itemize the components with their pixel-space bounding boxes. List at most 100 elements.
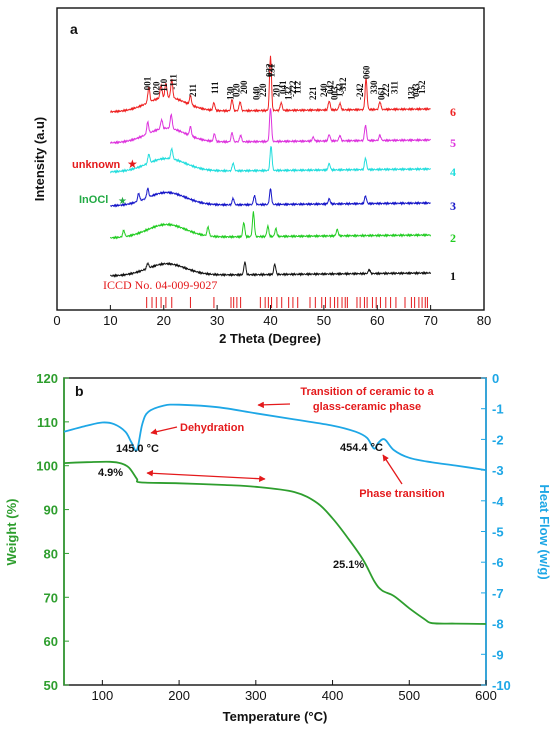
temperature-tick-label: 400 [322,688,344,703]
heatflow-tick-label: -6 [492,555,504,570]
phase-transition-label: Phase transition [359,488,445,500]
xrd-curves [109,55,432,278]
weight-axis-title: Weight (%) [4,499,19,566]
hkl-label: 133 [406,86,416,100]
xrd-x-tick-label: 40 [263,313,277,328]
heatflow-curve [63,403,487,471]
xrd-curve-number: 1 [450,269,456,283]
hkl-label: 060 [362,65,372,79]
hkl-label: 201 [271,83,281,97]
hkl-label: 152 [417,80,427,94]
hkl-label: 061 [377,86,387,100]
heatflow-tick-label: -2 [492,432,504,447]
xrd-x-tick-label: 60 [370,313,384,328]
loss-4-9-label: 4.9% [98,467,123,479]
hkl-label: 330 [369,80,379,94]
heatflow-axis-title: Heat Flow (w/g) [537,484,550,579]
hkl-label: 131 [267,63,277,77]
hkl-label: 112 [293,80,303,94]
unknown-star-icon: ★ [127,157,138,171]
xrd-curve-number: 5 [450,136,456,150]
hkl-label: 130 [226,86,236,100]
transition-note-line1: Transition of ceramic to a [300,386,434,398]
heatflow-tick-label: -8 [492,617,504,632]
xrd-y-axis-title: Intensity (a.u) [32,117,47,202]
panel-a-label: a [70,21,78,37]
heatflow-tick-label: -9 [492,647,504,662]
xrd-curve-2 [109,211,432,240]
hkl-label: -242 [355,83,365,100]
weight-tick-label: 50 [44,678,58,693]
tga-annotations: Transition of ceramic to a glass-ceramic… [98,386,445,571]
xrd-curve-number: 2 [450,231,456,245]
reference-card-label: ICCD No. 04-009-9027 [103,278,217,292]
xrd-curve-6 [109,55,431,114]
xrd-x-tick-label: 30 [210,313,224,328]
hkl-label: 022 [264,63,274,77]
xrd-curve-number: 4 [450,165,456,179]
hkl-label: 200 [239,80,249,94]
heatflow-tick-label: 0 [492,371,499,386]
heatflow-tick-label: -7 [492,586,504,601]
unknown-annotation: unknown ★ [72,157,138,171]
hkl-label: 132 [334,83,344,97]
weight-tick-label: 60 [44,634,58,649]
inocl-star-icon: ★ [118,196,127,207]
weight-tick-label: 110 [37,415,58,430]
weight-curve [63,460,487,625]
weight-tick-label: 80 [44,546,58,561]
xrd-x-tick-label: 80 [477,313,491,328]
hkl-label: 240 [319,83,329,97]
heatflow-tick-label: -5 [492,525,504,540]
xrd-x-tick-label: 10 [103,313,117,328]
temperature-tick-label: 500 [398,688,420,703]
hkl-label: -111 [168,74,178,90]
xrd-panel: a Intensity (a.u) 2 Theta (Degree) ICCD … [32,7,491,346]
dehydration-arrow [150,426,178,435]
peak-454-label: 454.4 °C [340,442,383,454]
xrd-curve-3 [110,187,431,208]
inocl-label: InOCl [79,194,108,206]
heatflow-ticks: -10-9-8-7-6-5-4-3-2-10 [481,371,511,693]
plateau-double-arrow [146,470,266,482]
xrd-x-tick-label: 0 [53,313,60,328]
tga-plot-frame [63,377,487,686]
hkl-label: -312 [338,77,348,94]
inocl-annotation: InOCl ★ [79,194,127,207]
transition-note-line2: glass-ceramic phase [313,401,421,413]
hkl-label: 211 [188,83,198,97]
weight-tick-label: 70 [44,590,58,605]
xrd-curve-4 [109,145,432,174]
dehydration-label: Dehydration [180,422,244,434]
xrd-curve-numbers: 1 2 3 4 5 6 [450,105,456,283]
xrd-x-tick-label: 20 [157,313,171,328]
temperature-tick-label: 600 [475,688,497,703]
hkl-label: 111 [210,81,220,94]
hkl-label: 001 [143,76,153,90]
heatflow-tick-label: -10 [492,678,511,693]
xrd-x-ticks: 0 10 20 30 40 50 60 70 80 [53,305,491,328]
hkl-label: 222 [381,83,391,97]
weight-ticks: 50 60 70 80 90 100 110 120 [36,371,69,693]
temperature-ticks: 100 200 300 400 500 600 [92,680,497,703]
weight-tick-label: 100 [36,459,58,474]
hkl-label: 110 [159,78,169,92]
xrd-curve-number: 3 [450,199,456,213]
xrd-x-axis-title: 2 Theta (Degree) [219,331,321,346]
xrd-curve-5 [109,108,431,145]
temperature-tick-label: 200 [168,688,190,703]
peak-145-label: 145.0 °C [116,443,159,455]
weight-tick-label: 90 [44,503,58,518]
xrd-x-tick-label: 70 [423,313,437,328]
hkl-label: 020 [151,81,161,95]
hkl-label: 040 [252,86,262,100]
heatflow-tick-label: -4 [492,494,504,509]
transition-arrow [257,401,291,409]
weight-tick-label: 120 [36,371,58,386]
xrd-plot-frame [56,7,485,311]
hkl-label: 042 [325,80,335,94]
unknown-label: unknown [72,159,121,171]
xrd-x-tick-label: 50 [317,313,331,328]
hkl-label: 132 [284,86,294,100]
